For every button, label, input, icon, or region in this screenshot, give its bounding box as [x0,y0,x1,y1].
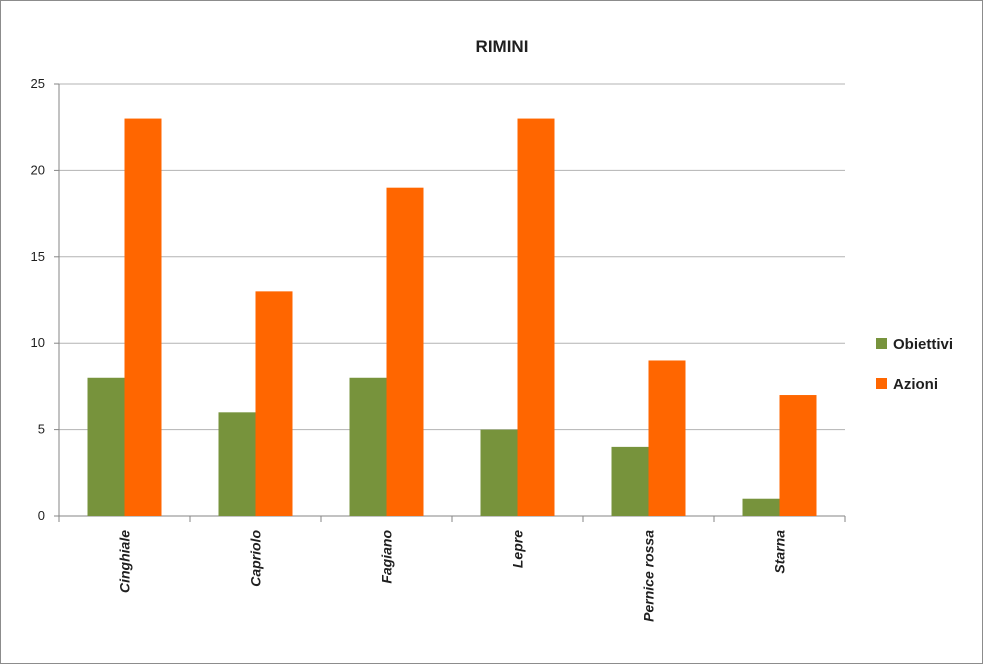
bar-azioni-lepre [517,118,555,516]
bar-obiettivi-starna [742,498,780,516]
y-tick-label: 20 [31,162,45,177]
chart-title: RIMINI [476,37,529,56]
gridlines [59,83,845,431]
x-tick-label: Capriolo [248,530,264,587]
bar-obiettivi-pernice-rossa [611,446,649,516]
legend-swatch-obiettivi [876,338,887,349]
y-tick-labels: 0 5 10 15 20 25 [31,76,45,523]
bar-azioni-cinghiale [124,118,162,516]
y-tick-label: 25 [31,76,45,91]
bar-obiettivi-capriolo [218,412,256,516]
x-tick-label: Starna [772,530,788,574]
y-tick-label: 10 [31,335,45,350]
legend-swatch-azioni [876,378,887,389]
bar-obiettivi-lepre [480,429,518,516]
legend-label-obiettivi: Obiettivi [893,336,953,353]
bar-obiettivi-cinghiale [87,377,125,516]
x-tick-label: Cinghiale [117,530,133,593]
x-tick-label: Fagiano [379,530,395,584]
bar-azioni-fagiano [386,187,424,516]
y-tick-label: 15 [31,249,45,264]
bar-azioni-pernice-rossa [648,360,686,516]
legend-label-azioni: Azioni [893,376,938,393]
bars [87,118,817,516]
bar-azioni-starna [779,395,817,516]
axes [54,83,846,522]
bar-azioni-capriolo [255,291,293,516]
y-tick-label: 0 [38,508,45,523]
x-tick-label: Pernice rossa [641,530,657,622]
x-tick-labels: Cinghiale Capriolo Fagiano Lepre Pernice ros… [117,530,788,622]
y-tick-label: 5 [38,422,45,437]
legend: Obiettivi Azioni [876,336,953,393]
bar-obiettivi-fagiano [349,377,387,516]
x-tick-label: Lepre [510,530,526,568]
